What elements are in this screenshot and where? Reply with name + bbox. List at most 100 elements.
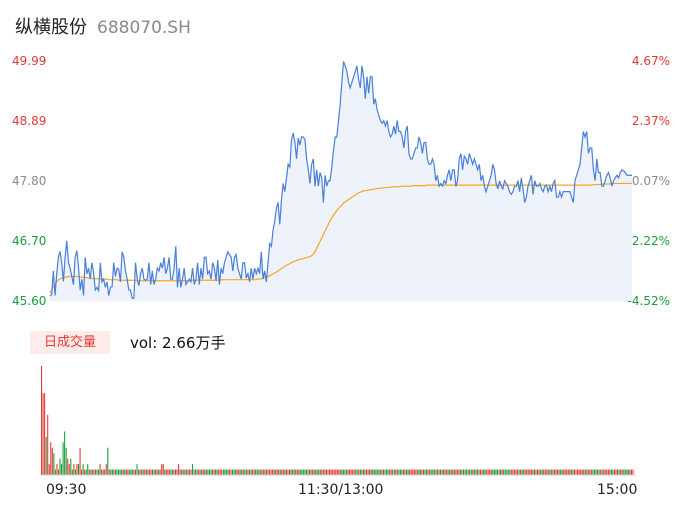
volume-bar <box>164 469 166 475</box>
volume-bar <box>290 469 292 475</box>
volume-bar <box>550 469 552 475</box>
volume-bar <box>439 469 442 475</box>
volume-bar <box>573 469 576 475</box>
volume-bar <box>57 469 60 475</box>
volume-bar <box>191 464 194 475</box>
volume-bar <box>387 469 389 475</box>
volume-bar <box>150 469 152 475</box>
volume-bar <box>356 469 358 475</box>
volume-bar <box>386 469 388 475</box>
volume-bar <box>255 469 257 475</box>
volume-bar <box>278 469 280 475</box>
volume-bar <box>111 469 113 475</box>
volume-bar <box>613 469 616 475</box>
volume-bar <box>56 464 58 475</box>
volume-bar <box>287 469 289 475</box>
volume-bar <box>342 469 344 475</box>
volume-bar <box>108 469 110 475</box>
volume-bar <box>276 469 278 475</box>
volume-bar <box>392 469 394 475</box>
volume-bar <box>578 469 580 475</box>
volume-bar <box>486 469 488 475</box>
volume-bar <box>399 469 401 475</box>
volume-bar <box>295 469 297 475</box>
percent-tick-label: 4.67% <box>631 54 670 68</box>
price-tick-label: 49.99 <box>12 54 47 68</box>
volume-bar <box>347 469 349 475</box>
volume-bar <box>96 469 98 475</box>
time-tick-close: 15:00 <box>597 482 638 498</box>
volume-bar <box>438 469 440 475</box>
volume-bar <box>107 447 109 475</box>
volume-bar <box>549 469 551 475</box>
percent-tick-label: 2.37% <box>631 114 670 128</box>
volume-bar <box>236 469 238 475</box>
volume-bar <box>94 469 96 475</box>
volume-bar <box>288 469 291 475</box>
volume-bar <box>181 469 183 475</box>
volume-bar <box>378 469 380 475</box>
volume-bar <box>361 469 363 475</box>
volume-bar <box>507 469 509 475</box>
volume-bar <box>430 469 432 475</box>
volume-bar <box>54 469 56 475</box>
volume-bar <box>113 469 115 475</box>
volume-bar <box>341 469 343 475</box>
volume-bar <box>325 469 328 475</box>
volume-bar <box>168 469 170 475</box>
volume-bar <box>607 469 609 475</box>
volume-bar <box>564 469 566 475</box>
volume-bar <box>130 469 132 475</box>
stock-name: 纵横股份 <box>15 17 87 38</box>
volume-bar <box>258 469 260 475</box>
volume-bar <box>305 469 307 475</box>
volume-bar <box>512 469 514 475</box>
volume-bar <box>593 469 596 475</box>
volume-bar <box>427 469 429 475</box>
volume-bar <box>275 469 277 475</box>
volume-bar <box>395 469 397 475</box>
volume-bar <box>73 464 75 475</box>
volume-bar <box>41 366 43 475</box>
volume-bar <box>413 469 415 475</box>
volume-bar <box>500 469 502 475</box>
volume-bar <box>327 469 329 475</box>
volume-bar <box>410 469 412 475</box>
volume-bar <box>415 469 417 475</box>
volume-bar <box>632 469 634 475</box>
volume-bar <box>498 469 500 475</box>
volume-bar <box>304 469 306 475</box>
volume-bar <box>484 469 486 475</box>
volume-bar <box>433 469 435 475</box>
volume-bar <box>398 469 400 475</box>
volume-bar <box>233 469 235 475</box>
volume-bar <box>77 464 80 475</box>
volume-bar <box>424 469 426 475</box>
volume-bar <box>313 469 315 475</box>
volume-bar <box>583 469 585 475</box>
volume-bar <box>285 469 287 475</box>
volume-bar <box>151 469 153 475</box>
volume-bar <box>479 469 482 475</box>
volume-bar <box>284 469 286 475</box>
volume-bar <box>567 469 569 475</box>
volume-bar <box>175 469 177 475</box>
volume-bar <box>156 469 158 475</box>
volume-bar <box>489 469 491 475</box>
volume-bar <box>165 469 167 475</box>
volume-bar <box>630 469 632 475</box>
volume-bar <box>575 469 577 475</box>
volume-bar <box>88 469 90 475</box>
volume-bar <box>373 469 375 475</box>
volume-bar <box>372 469 374 475</box>
volume-bar <box>90 469 92 475</box>
volume-bar <box>296 469 298 475</box>
volume-bar <box>466 469 468 475</box>
volume-bar <box>142 469 144 475</box>
volume-tag[interactable]: 日成交量 <box>30 331 110 354</box>
volume-bar <box>218 469 220 475</box>
volume-bar <box>67 458 69 475</box>
volume-bar <box>572 469 574 475</box>
volume-bar <box>381 469 383 475</box>
volume-bar <box>601 469 603 475</box>
